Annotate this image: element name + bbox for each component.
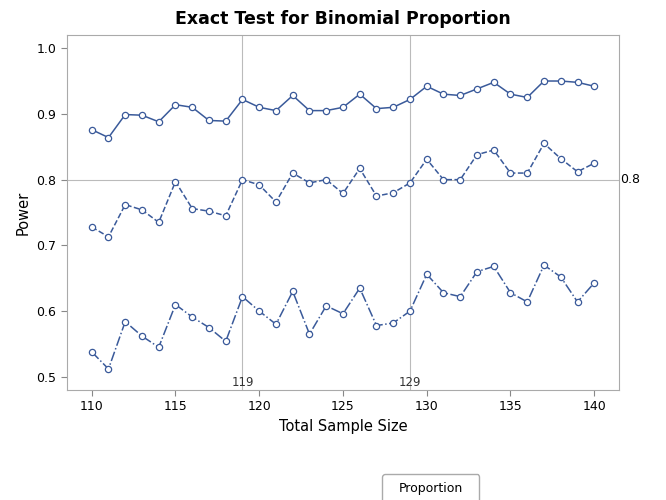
- X-axis label: Total Sample Size: Total Sample Size: [278, 419, 408, 434]
- Text: 0.8: 0.8: [621, 173, 641, 186]
- Legend: 0.18, 0.2, 0.22: 0.18, 0.2, 0.22: [382, 474, 479, 500]
- Text: 119: 119: [231, 376, 254, 388]
- Y-axis label: Power: Power: [15, 190, 31, 234]
- Text: 129: 129: [399, 376, 421, 388]
- Title: Exact Test for Binomial Proportion: Exact Test for Binomial Proportion: [175, 10, 511, 28]
